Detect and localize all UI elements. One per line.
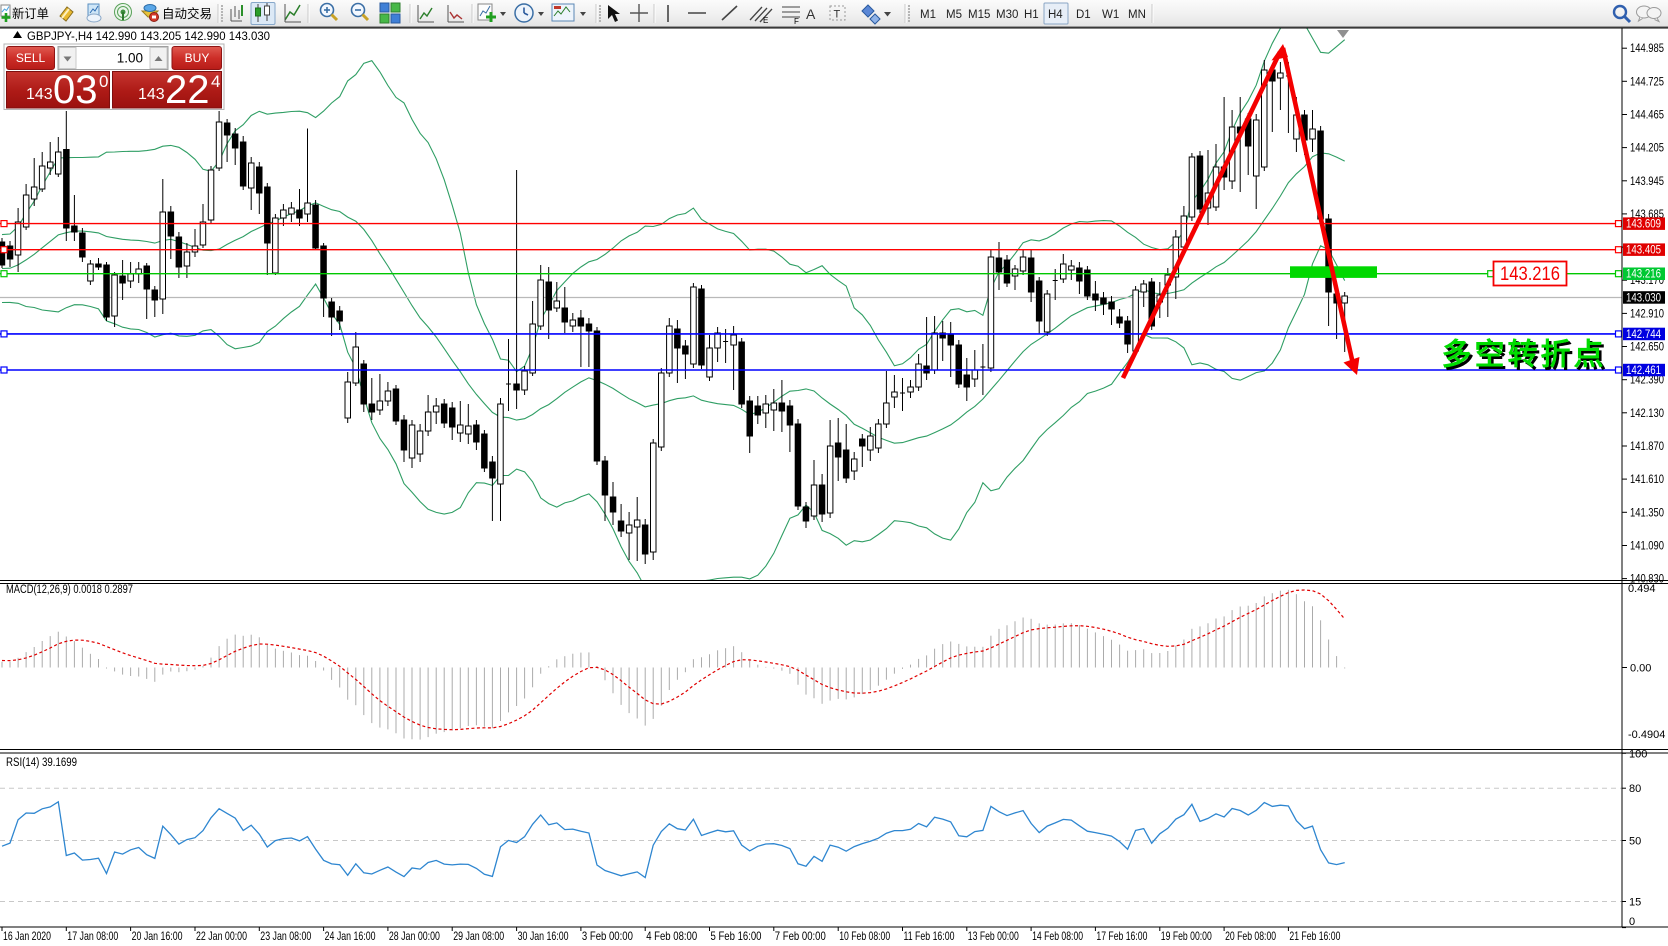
svg-text:143.405: 143.405 xyxy=(1626,245,1661,257)
svg-text:17 Jan 08:00: 17 Jan 08:00 xyxy=(67,929,118,943)
svg-text:144.465: 144.465 xyxy=(1630,110,1664,122)
svg-text:143: 143 xyxy=(26,86,53,103)
svg-text:143.030: 143.030 xyxy=(1626,293,1661,305)
svg-text:13 Feb 00:00: 13 Feb 00:00 xyxy=(968,929,1019,943)
svg-text:A: A xyxy=(806,6,816,22)
svg-text:H4: H4 xyxy=(1048,9,1063,21)
svg-text:22 Jan 00:00: 22 Jan 00:00 xyxy=(196,929,247,943)
svg-text:11 Feb 16:00: 11 Feb 16:00 xyxy=(904,929,955,943)
svg-text:7 Feb 00:00: 7 Feb 00:00 xyxy=(775,929,826,943)
svg-text:144.205: 144.205 xyxy=(1630,143,1664,155)
svg-text:50: 50 xyxy=(1629,836,1641,848)
svg-text:21 Feb 16:00: 21 Feb 16:00 xyxy=(1289,929,1340,943)
svg-text:03: 03 xyxy=(53,68,98,112)
svg-text:142.744: 142.744 xyxy=(1626,329,1662,341)
svg-text:23 Jan 08:00: 23 Jan 08:00 xyxy=(260,929,311,943)
svg-text:28 Jan 00:00: 28 Jan 00:00 xyxy=(389,929,440,943)
svg-text:RSI(14) 39.1699: RSI(14) 39.1699 xyxy=(6,757,77,769)
svg-text:W1: W1 xyxy=(1102,9,1119,21)
svg-text:17 Feb 16:00: 17 Feb 16:00 xyxy=(1096,929,1147,943)
svg-text:141.870: 141.870 xyxy=(1630,441,1664,453)
svg-text:E: E xyxy=(763,16,768,25)
svg-text:4: 4 xyxy=(211,72,220,91)
svg-text:M15: M15 xyxy=(968,9,990,21)
svg-text:M1: M1 xyxy=(920,9,936,21)
svg-text:F: F xyxy=(794,17,799,26)
svg-text:22: 22 xyxy=(165,68,210,112)
svg-text:多空转折点: 多空转折点 xyxy=(1444,341,1609,374)
svg-text:142.390: 142.390 xyxy=(1630,375,1664,387)
svg-text:143.216: 143.216 xyxy=(1500,264,1560,285)
svg-text:14 Feb 08:00: 14 Feb 08:00 xyxy=(1032,929,1083,943)
svg-text:141.610: 141.610 xyxy=(1630,474,1664,486)
svg-text:141.090: 141.090 xyxy=(1630,541,1664,553)
svg-text:D1: D1 xyxy=(1076,9,1091,21)
svg-text:10 Feb 08:00: 10 Feb 08:00 xyxy=(839,929,890,943)
svg-text:MN: MN xyxy=(1128,9,1146,21)
svg-text:M30: M30 xyxy=(996,9,1018,21)
svg-text:20 Jan 16:00: 20 Jan 16:00 xyxy=(132,929,183,943)
svg-text:16 Jan 2020: 16 Jan 2020 xyxy=(3,929,51,943)
svg-text:0: 0 xyxy=(99,72,108,91)
svg-text:多空转折点: 多空转折点 xyxy=(1442,339,1607,372)
svg-text:M5: M5 xyxy=(946,9,962,21)
svg-text:0: 0 xyxy=(1629,916,1635,928)
svg-text:141.350: 141.350 xyxy=(1630,507,1664,519)
svg-text:142.650: 142.650 xyxy=(1630,342,1664,354)
svg-text:T: T xyxy=(834,9,841,21)
svg-text:20 Feb 08:00: 20 Feb 08:00 xyxy=(1225,929,1276,943)
svg-text:0.494: 0.494 xyxy=(1628,583,1656,595)
svg-text:143: 143 xyxy=(138,86,165,103)
svg-text:H1: H1 xyxy=(1024,9,1039,21)
svg-text:-0.4904: -0.4904 xyxy=(1628,729,1665,741)
svg-text:19 Feb 00:00: 19 Feb 00:00 xyxy=(1161,929,1212,943)
svg-text:142.130: 142.130 xyxy=(1630,408,1664,420)
svg-text:15: 15 xyxy=(1629,897,1641,909)
svg-text:140.830: 140.830 xyxy=(1630,574,1664,586)
svg-text:新订单: 新订单 xyxy=(12,6,49,21)
svg-text:30 Jan 16:00: 30 Jan 16:00 xyxy=(518,929,569,943)
svg-text:3 Feb 00:00: 3 Feb 00:00 xyxy=(582,929,633,943)
svg-text:80: 80 xyxy=(1629,783,1641,795)
svg-text:143.945: 143.945 xyxy=(1630,176,1664,188)
svg-text:100: 100 xyxy=(1629,748,1647,760)
svg-text:144.725: 144.725 xyxy=(1630,76,1664,88)
svg-text:5 Feb 16:00: 5 Feb 16:00 xyxy=(711,929,762,943)
svg-text:自动交易: 自动交易 xyxy=(162,6,212,21)
svg-text:SELL: SELL xyxy=(16,51,46,65)
svg-text:MACD(12,26,9) 0.0018 0.2897: MACD(12,26,9) 0.0018 0.2897 xyxy=(6,584,133,596)
svg-text:GBPJPY-,H4 142.990 143.205 142: GBPJPY-,H4 142.990 143.205 142.990 143.0… xyxy=(27,29,270,43)
svg-text:144.985: 144.985 xyxy=(1630,43,1664,55)
svg-text:4 Feb 08:00: 4 Feb 08:00 xyxy=(646,929,697,943)
svg-text:143.216: 143.216 xyxy=(1626,269,1661,281)
svg-text:BUY: BUY xyxy=(185,51,210,65)
svg-text:143.609: 143.609 xyxy=(1626,219,1661,231)
svg-text:142.461: 142.461 xyxy=(1626,365,1661,377)
svg-text:29 Jan 08:00: 29 Jan 08:00 xyxy=(453,929,504,943)
svg-text:1.00: 1.00 xyxy=(117,51,143,66)
svg-text:24 Jan 16:00: 24 Jan 16:00 xyxy=(325,929,376,943)
svg-text:0.00: 0.00 xyxy=(1630,663,1651,675)
svg-text:142.910: 142.910 xyxy=(1630,308,1664,320)
